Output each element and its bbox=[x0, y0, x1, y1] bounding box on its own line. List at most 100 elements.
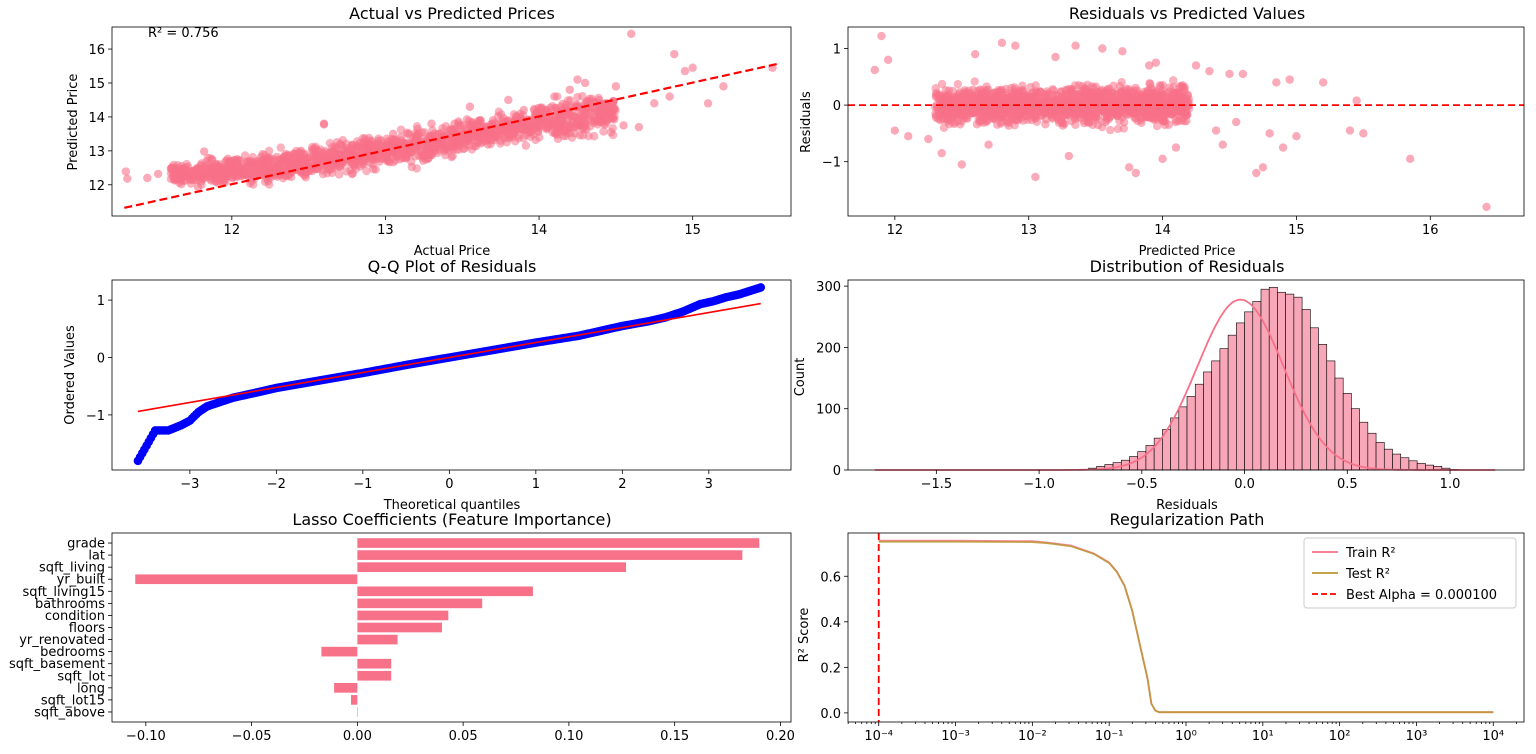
scatter-point bbox=[1482, 202, 1491, 212]
scatter-point bbox=[180, 170, 189, 180]
regularization-path-panel: Regularization Path R² Score 10⁻⁴ 10⁻³ 10⁻… bbox=[797, 510, 1525, 744]
coefficient-bar bbox=[357, 598, 483, 609]
scatter-point bbox=[1085, 112, 1094, 122]
scatter-point bbox=[944, 90, 953, 99]
scatter-point bbox=[1023, 115, 1032, 124]
scatter-point bbox=[1169, 76, 1178, 85]
r-squared-annotation: R² = 0.756 bbox=[148, 26, 219, 41]
scatter-point bbox=[203, 154, 213, 163]
scatter-point bbox=[1272, 78, 1281, 87]
coefficient-bar bbox=[135, 574, 358, 585]
scatter-point bbox=[1009, 92, 1018, 101]
scatter-point bbox=[211, 177, 220, 186]
scatter-point bbox=[610, 104, 619, 114]
scatter-point bbox=[412, 164, 421, 173]
scatter-point bbox=[296, 146, 306, 156]
scatter-point bbox=[199, 147, 209, 156]
scatter-point bbox=[552, 130, 562, 140]
scatter-point bbox=[394, 149, 403, 159]
plot-area bbox=[121, 29, 778, 209]
scatter-point bbox=[1126, 96, 1136, 105]
feature-label: yr_built bbox=[57, 573, 105, 588]
scatter-point bbox=[212, 163, 221, 173]
scatter-point bbox=[504, 95, 513, 105]
scatter-point bbox=[1211, 126, 1221, 135]
scatter-point bbox=[996, 89, 1005, 98]
scatter-point bbox=[358, 134, 368, 143]
scatter-point bbox=[1073, 113, 1083, 122]
plot-frame bbox=[847, 279, 1525, 471]
scatter-point bbox=[1285, 75, 1294, 84]
scatter-point bbox=[328, 142, 337, 152]
scatter-point bbox=[665, 92, 674, 101]
scatter-point bbox=[1094, 115, 1103, 125]
scatter-point bbox=[535, 133, 544, 142]
scatter-point bbox=[193, 182, 203, 192]
scatter-point bbox=[204, 160, 213, 169]
scatter-point bbox=[608, 130, 618, 140]
scatter-point bbox=[308, 144, 318, 154]
chart-title: Actual vs Predicted Prices bbox=[349, 4, 555, 23]
residual-distribution-panel: Distribution of Residuals Residuals Coun… bbox=[793, 257, 1525, 513]
scatter-point bbox=[1098, 44, 1107, 53]
scatter-point bbox=[931, 84, 940, 93]
y-tick-label: 0.2 bbox=[820, 661, 841, 676]
scatter-point bbox=[336, 162, 345, 171]
y-tick-label: 1 bbox=[833, 43, 841, 58]
scatter-point bbox=[435, 129, 444, 139]
feature-label: lat bbox=[88, 549, 105, 564]
histogram-bar bbox=[1301, 309, 1311, 471]
scatter-point bbox=[1113, 124, 1123, 134]
x-tick-label: 13 bbox=[377, 223, 394, 238]
histogram-bar bbox=[1219, 348, 1229, 471]
scatter-point bbox=[1258, 163, 1268, 172]
scatter-point bbox=[235, 156, 244, 166]
scatter-point bbox=[1158, 154, 1167, 164]
x-tick-label: 13 bbox=[1020, 223, 1037, 238]
coefficient-bar bbox=[334, 683, 358, 693]
scatter-point bbox=[1359, 129, 1368, 138]
scatter-point bbox=[1218, 140, 1228, 149]
scatter-point bbox=[984, 140, 993, 149]
scatter-point bbox=[1100, 112, 1110, 121]
residuals-vs-predicted-panel: Residuals vs Predicted Values Predicted … bbox=[799, 4, 1525, 259]
scatter-point bbox=[977, 112, 987, 122]
x-tick-label: 3 bbox=[705, 477, 713, 492]
scatter-point bbox=[1151, 58, 1161, 67]
scatter-point bbox=[528, 120, 537, 130]
legend-label: Train R² bbox=[1345, 546, 1396, 561]
scatter-point bbox=[529, 105, 539, 115]
feature-label: sqft_basement bbox=[9, 657, 105, 672]
scatter-point bbox=[488, 116, 498, 125]
plot-area bbox=[133, 283, 766, 466]
scatter-point bbox=[1142, 96, 1151, 105]
x-tick-label: −1 bbox=[353, 477, 372, 492]
scatter-point bbox=[1174, 89, 1183, 99]
scatter-point bbox=[1152, 121, 1162, 131]
coefficient-bar bbox=[357, 658, 392, 669]
scatter-point bbox=[362, 166, 371, 176]
scatter-point bbox=[447, 152, 456, 162]
histogram-bar bbox=[1252, 301, 1262, 471]
scatter-point bbox=[1118, 47, 1127, 56]
histogram-bar bbox=[1227, 334, 1237, 471]
histogram-bar bbox=[1416, 462, 1426, 471]
scatter-point bbox=[957, 160, 966, 169]
feature-label: yr_renovated bbox=[19, 633, 105, 648]
scatter-point bbox=[961, 103, 970, 113]
scatter-point bbox=[1013, 105, 1022, 114]
scatter-point bbox=[947, 107, 957, 116]
x-tick-label: 10² bbox=[1329, 729, 1351, 744]
x-tick-label: 1.0 bbox=[1440, 477, 1461, 492]
scatter-point bbox=[937, 108, 946, 117]
scatter-point bbox=[486, 128, 495, 137]
histogram-bar bbox=[1293, 296, 1303, 471]
coefficient-bar bbox=[357, 550, 743, 560]
scatter-point bbox=[1001, 84, 1011, 94]
scatter-point bbox=[1131, 168, 1141, 178]
scatter-point bbox=[264, 162, 273, 172]
x-tick-label: 0.05 bbox=[449, 729, 478, 744]
scatter-point bbox=[462, 115, 472, 124]
x-tick-label: 16 bbox=[1422, 223, 1439, 238]
histogram-bar bbox=[1170, 417, 1180, 471]
